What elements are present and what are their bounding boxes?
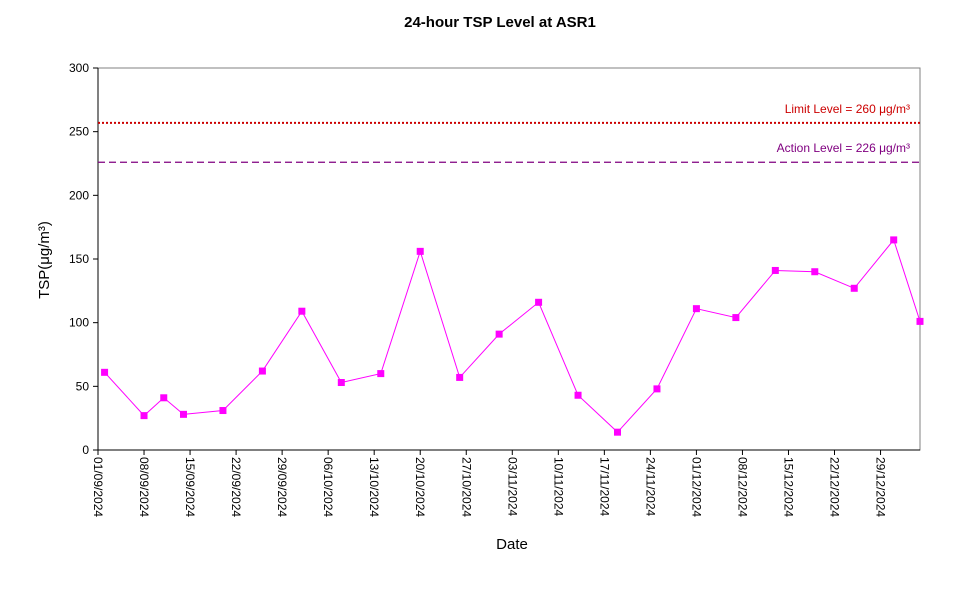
- x-tick-label: 01/12/2024: [689, 457, 703, 517]
- x-tick-label: 20/10/2024: [413, 457, 427, 517]
- reference-line-label: Action Level = 226 μg/m³: [777, 141, 910, 155]
- data-point-marker: [574, 391, 582, 399]
- data-point-marker: [811, 268, 819, 276]
- data-point-marker: [916, 317, 924, 325]
- plot-area: 0 50 100 150 200 250 300 01/09/2024 08/09/2024 15…: [69, 61, 924, 517]
- y-tick-label: 200: [69, 188, 89, 202]
- x-tick-label: 29/12/2024: [874, 457, 888, 517]
- x-tick-label: 22/12/2024: [828, 457, 842, 517]
- data-point-marker: [456, 373, 464, 381]
- data-point-marker: [160, 394, 168, 402]
- x-axis-label: Date: [496, 536, 528, 553]
- series-line: [104, 238, 921, 433]
- x-tick-label: 24/11/2024: [643, 457, 657, 516]
- x-tick-label: 15/09/2024: [183, 457, 197, 517]
- data-point-marker: [535, 298, 543, 306]
- data-point-marker: [377, 370, 385, 378]
- data-point-marker: [416, 247, 424, 255]
- data-point-marker: [732, 314, 740, 322]
- chart-title: 24-hour TSP Level at ASR1: [404, 14, 596, 31]
- y-tick-label: 50: [76, 379, 90, 393]
- data-point-marker: [140, 412, 148, 420]
- data-point-marker: [219, 407, 227, 415]
- data-point-marker: [337, 379, 345, 387]
- y-tick-label: 250: [69, 125, 89, 139]
- data-point-marker: [771, 266, 779, 274]
- y-axis-label: TSP(μg/m³): [36, 221, 53, 299]
- x-tick-label: 15/12/2024: [781, 457, 795, 517]
- x-tick-label: 10/11/2024: [551, 457, 565, 516]
- data-point-marker: [258, 367, 266, 375]
- reference-line-label: Limit Level = 260 μg/m³: [785, 102, 910, 116]
- x-tick-label: 06/10/2024: [321, 457, 335, 517]
- data-point-marker: [850, 284, 858, 292]
- data-point-marker: [692, 305, 700, 313]
- x-tick-label: 13/10/2024: [367, 457, 381, 517]
- data-point-marker: [495, 330, 503, 338]
- y-tick-label: 300: [69, 61, 89, 75]
- plot-frame: [97, 67, 921, 451]
- x-tick-label: 29/09/2024: [275, 457, 289, 517]
- x-tick-label: 01/09/2024: [91, 457, 105, 517]
- x-tick-label: 17/11/2024: [597, 457, 611, 516]
- x-tick-label: 08/09/2024: [137, 457, 151, 517]
- data-point-marker: [653, 385, 661, 393]
- data-point-marker: [298, 307, 306, 315]
- data-point-marker: [614, 428, 622, 436]
- data-point-marker: [101, 368, 109, 376]
- y-tick-label: 150: [69, 252, 89, 266]
- x-tick-label: 03/11/2024: [505, 457, 519, 516]
- y-tick-label: 0: [82, 443, 89, 457]
- x-tick-label: 08/12/2024: [735, 457, 749, 517]
- x-tick-label: 22/09/2024: [229, 457, 243, 517]
- data-point-marker: [179, 410, 187, 418]
- y-tick-label: 100: [69, 316, 89, 330]
- data-point-marker: [890, 236, 898, 244]
- x-tick-label: 27/10/2024: [459, 457, 473, 517]
